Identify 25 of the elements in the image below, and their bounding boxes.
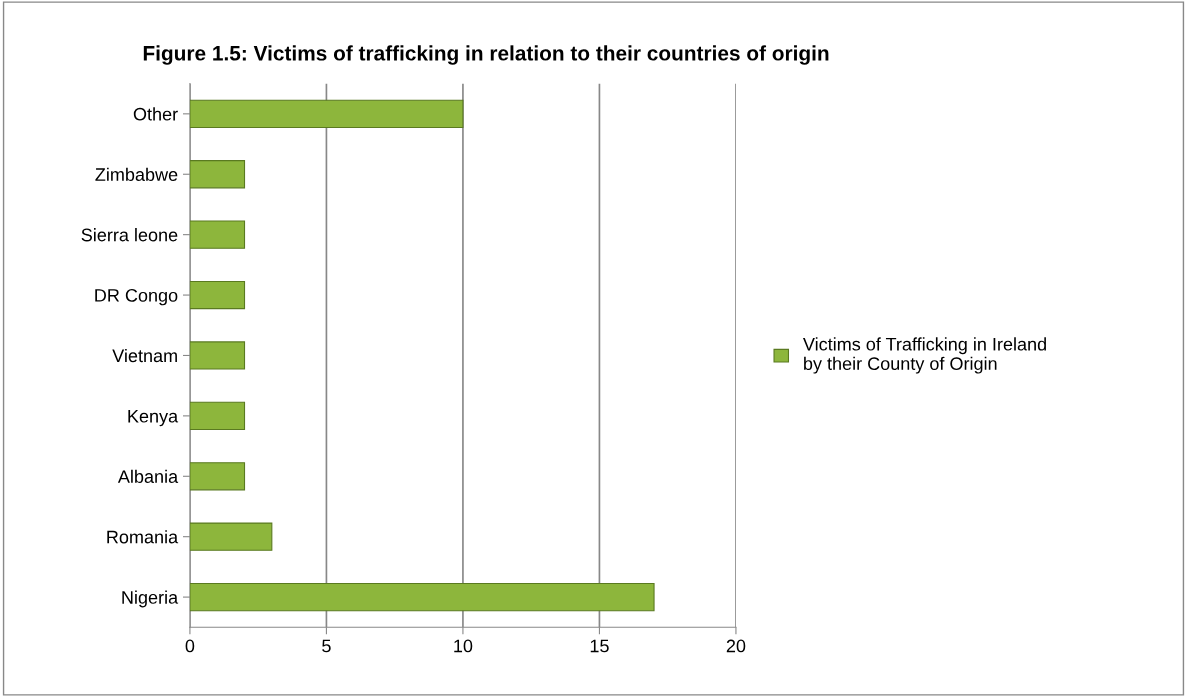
- y-tick-label: Zimbabwe: [95, 167, 178, 181]
- bar: [189, 341, 246, 370]
- y-tick-label: Nigeria: [122, 590, 179, 608]
- bar: [189, 462, 246, 491]
- x-tick-label: 10: [454, 639, 473, 653]
- x-tick-label: 15: [590, 639, 609, 653]
- y-tick-label: Romania: [107, 530, 179, 544]
- bar: [189, 522, 273, 551]
- legend-label: Victims of Trafficking in Ireland by their County of Origin: [803, 337, 1046, 374]
- y-tick-label: Other: [133, 107, 178, 121]
- x-tick-label: 5: [322, 639, 331, 653]
- x-tick-label: 0: [185, 639, 195, 653]
- bar: [189, 220, 246, 249]
- y-tick-label: Vietnam: [112, 348, 177, 363]
- chart-title: Figure 1.5: Victims of trafficking in relation to their countries of origin: [143, 45, 829, 65]
- bar: [189, 401, 246, 431]
- y-tick-label: Albania: [117, 469, 179, 483]
- bar: [189, 160, 246, 189]
- bar: [189, 582, 655, 612]
- bar: [189, 280, 246, 310]
- bar: [189, 99, 464, 128]
- y-tick-label: DR Congo: [95, 289, 178, 306]
- y-tick-label: Kenya: [128, 410, 179, 427]
- y-tick-label: Sierra leone: [81, 228, 178, 242]
- x-tick-label: 20: [726, 639, 746, 653]
